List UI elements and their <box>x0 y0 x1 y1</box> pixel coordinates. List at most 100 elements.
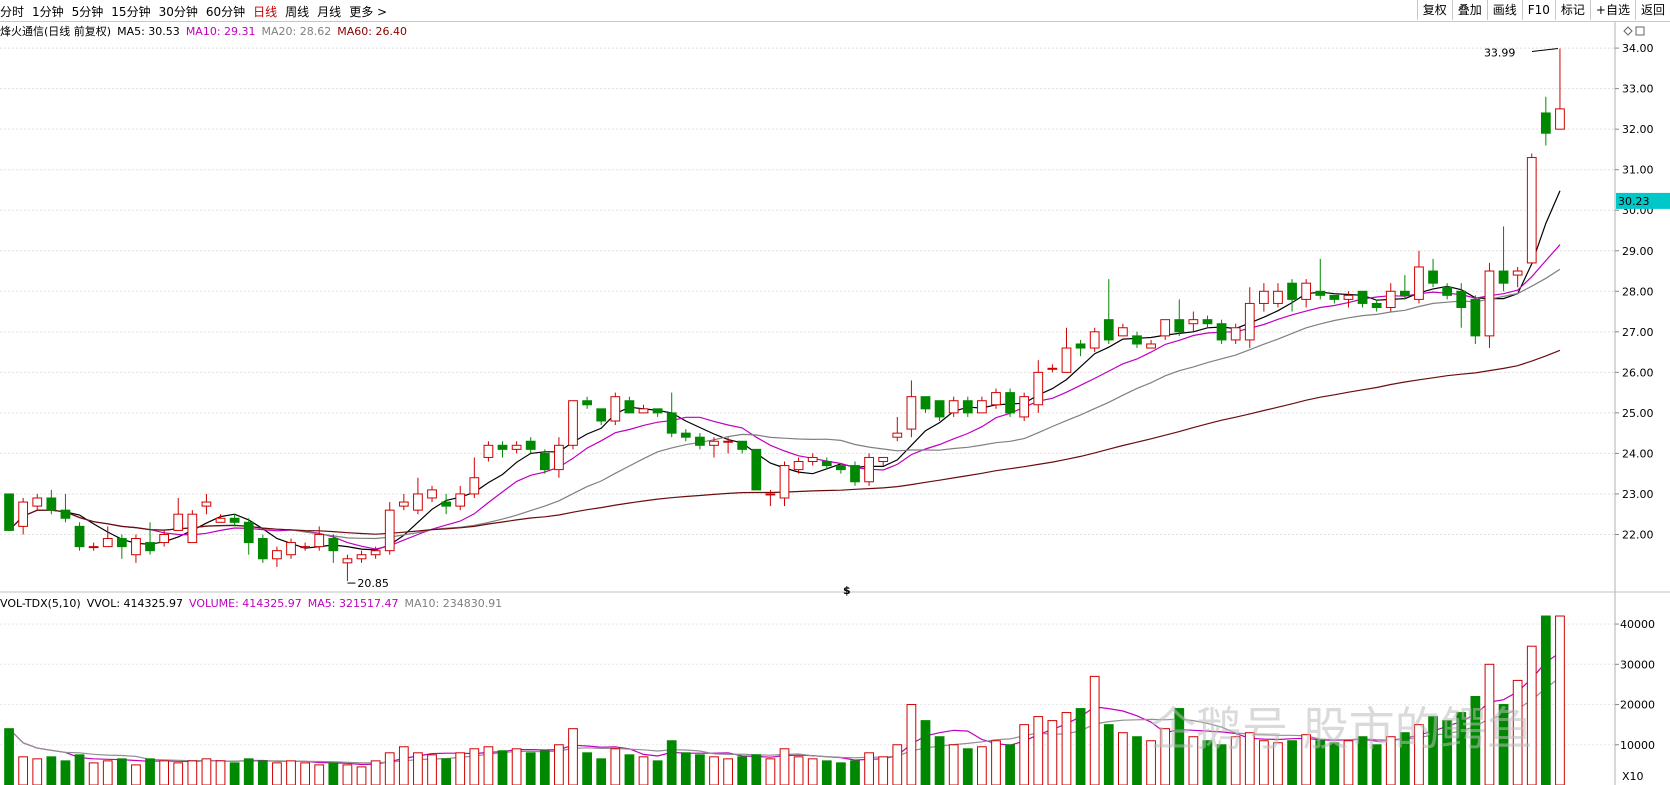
candle-body <box>793 461 804 471</box>
ma60-value: MA60: 26.40 <box>337 25 407 38</box>
tab-more[interactable]: 更多 > <box>349 5 388 19</box>
tab-30min[interactable]: 30分钟 <box>158 5 198 19</box>
tab-1min[interactable]: 1分钟 <box>32 5 64 19</box>
candle-body <box>638 408 649 414</box>
ma60-line <box>8 349 1561 535</box>
fuquan-button[interactable]: 复权 <box>1416 0 1452 20</box>
candle-body <box>1005 392 1015 414</box>
volume-bar <box>582 752 592 785</box>
candle-body <box>666 412 677 434</box>
candle-body <box>229 517 240 523</box>
candle-body <box>1132 335 1142 345</box>
candle-body <box>554 444 564 471</box>
volume-bar <box>1230 736 1241 785</box>
volume-bar <box>864 752 874 785</box>
candle-body <box>624 400 635 414</box>
watermark: 企鹅号 股市的鳄鱼 <box>1150 702 1533 756</box>
volume-bar <box>1414 724 1424 785</box>
volume-bar <box>977 746 987 785</box>
draw-button[interactable]: 画线 <box>1486 0 1522 20</box>
mark-button[interactable]: 标记 <box>1554 0 1590 20</box>
add-watchlist-button[interactable]: +自选 <box>1589 0 1635 20</box>
volume-bar <box>455 752 466 785</box>
price-tick-label: 31.00 <box>1622 164 1654 177</box>
price-tick-label: 29.00 <box>1622 245 1654 258</box>
candle-body <box>497 444 508 450</box>
volume-tick-label: 20000 <box>1620 699 1655 712</box>
volume-bar <box>1442 720 1453 785</box>
tab-weekly[interactable]: 周线 <box>285 5 310 19</box>
volume-bar <box>300 762 311 785</box>
candle-body <box>920 396 931 410</box>
volume-bar <box>751 754 762 785</box>
candle-body <box>610 396 621 422</box>
tab-15min[interactable]: 15分钟 <box>111 5 151 19</box>
candle-body <box>596 408 607 422</box>
candle-body <box>962 400 973 414</box>
volume-bar <box>511 748 522 785</box>
tab-fenshi[interactable]: 分时 <box>0 5 25 19</box>
tab-monthly[interactable]: 月线 <box>317 5 342 19</box>
signal-marker: $ <box>843 584 851 597</box>
candle-body <box>779 465 790 499</box>
vol-ma5-value: MA5: 321517.47 <box>307 597 399 610</box>
candle-body <box>1287 282 1297 300</box>
candle-body <box>427 489 437 499</box>
volume-bar <box>920 720 931 785</box>
volume-bar <box>962 748 973 785</box>
overlay-button[interactable]: 叠加 <box>1451 0 1487 20</box>
candle-body <box>680 432 691 438</box>
volume-bar <box>723 758 733 785</box>
volume-bar <box>18 756 29 785</box>
volume-bar <box>1188 736 1199 785</box>
stock-title: 烽火通信(日线 前复权) <box>0 25 112 38</box>
volume-bar <box>1146 740 1156 785</box>
candle-body <box>892 432 903 438</box>
price-tick-label: 27.00 <box>1622 326 1654 339</box>
candle-body <box>1075 343 1086 349</box>
candle-body <box>257 538 268 560</box>
volume-bar <box>131 764 141 785</box>
volume-bar <box>836 762 846 785</box>
volume-bar <box>1160 728 1171 785</box>
volume-bar <box>1202 740 1213 785</box>
candle-body <box>539 452 550 471</box>
candle-body <box>116 538 127 548</box>
candle-body <box>1301 282 1312 300</box>
volume-bar <box>1287 740 1297 785</box>
high-pointer <box>1531 48 1559 53</box>
volume-bar <box>1385 736 1396 785</box>
volume-bar <box>652 760 663 785</box>
period-tabs: 分时 1分钟 5分钟 15分钟 30分钟 60分钟 日线 周线 月线 更多 > <box>0 3 395 20</box>
candle-body <box>1357 290 1368 304</box>
candle-body <box>1484 270 1495 337</box>
candle-body <box>525 440 536 450</box>
f10-button[interactable]: F10 <box>1521 0 1555 20</box>
price-tick-label: 23.00 <box>1622 488 1654 501</box>
candle-body <box>1470 298 1481 337</box>
volume-bar <box>145 758 155 785</box>
price-tick-label: 32.00 <box>1622 123 1654 136</box>
tab-5min[interactable]: 5分钟 <box>71 5 104 19</box>
annotations: 33.99 20.85 $ <box>347 26 1645 597</box>
candle-body <box>765 493 776 496</box>
candle-body <box>88 546 99 549</box>
volume-bar <box>497 750 508 785</box>
tab-60min[interactable]: 60分钟 <box>205 5 246 19</box>
candle-body <box>948 400 959 414</box>
tab-daily[interactable]: 日线 <box>253 5 278 19</box>
candle-body <box>286 542 296 556</box>
candle-body <box>737 440 748 450</box>
candle-body <box>582 400 592 406</box>
ma10-value: MA10: 29.31 <box>185 25 256 38</box>
right-buttons: 复权 叠加 画线 F10 标记 +自选 返回 <box>1416 0 1670 21</box>
volume-unit-label: X10 <box>1622 770 1644 783</box>
price-tick-label: 22.00 <box>1622 528 1654 541</box>
volume-value: VOLUME: 414325.97 <box>189 597 302 610</box>
candle-body <box>1230 327 1241 341</box>
volume-bar <box>539 750 550 785</box>
candle-body <box>568 400 578 446</box>
candle-body <box>1202 319 1213 325</box>
back-button[interactable]: 返回 <box>1634 0 1670 20</box>
